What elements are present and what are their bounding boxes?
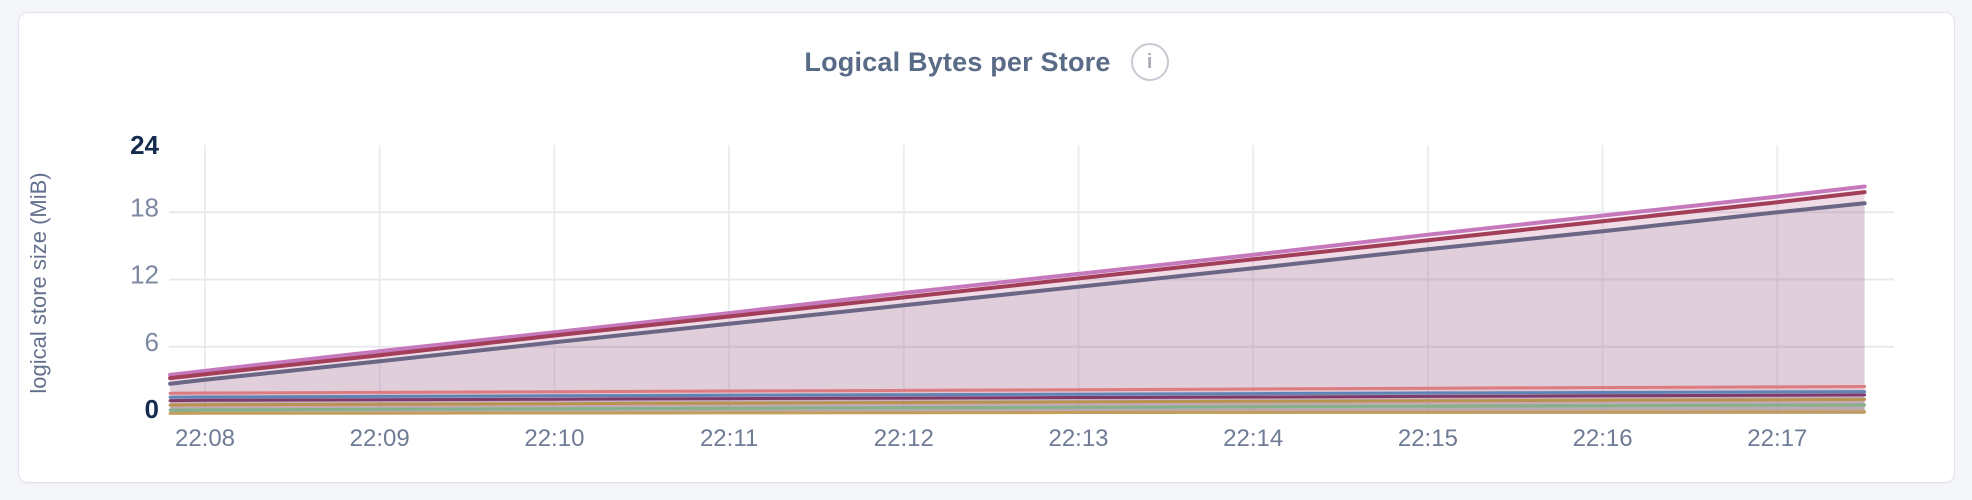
x-tick-label: 22:14 [1223, 425, 1283, 452]
x-tick-label: 22:09 [350, 425, 410, 452]
series-9-line [168, 410, 1867, 415]
x-tick-label: 22:13 [1048, 425, 1108, 452]
series-7-line [168, 397, 1867, 407]
y-tick-label: 0 [145, 394, 159, 424]
series-4-line [168, 385, 1867, 395]
chart-card: Logical Bytes per Store i logical store … [18, 12, 1955, 483]
chart-hover-area[interactable] [169, 145, 1894, 414]
x-tick-label: 22:15 [1398, 425, 1458, 452]
y-tick-label: 24 [130, 130, 159, 160]
y-tick-label: 12 [130, 260, 159, 290]
series-5-line [168, 390, 1867, 399]
y-tick-label: 6 [145, 327, 159, 357]
y-tick-label: 18 [130, 192, 159, 222]
series-1-line [168, 184, 1867, 377]
series-1-area [170, 186, 1865, 414]
info-icon[interactable]: i [1130, 43, 1169, 81]
x-tick-label: 22:12 [874, 425, 934, 452]
chart-header: Logical Bytes per Store i [19, 43, 1954, 81]
x-tick-label: 22:16 [1573, 425, 1633, 452]
chart-plot: 0 6 12 18 24 22:08 22:09 22:10 22:11 22:12 22:13 22… [130, 130, 1894, 452]
series-8-line [168, 403, 1867, 412]
series-6-line [168, 393, 1867, 403]
x-tick-label: 22:11 [700, 425, 758, 452]
x-tick-label: 22:10 [524, 425, 584, 452]
series-3-line [168, 201, 1867, 386]
x-tick-label: 22:08 [175, 425, 235, 452]
x-tick-label: 22:17 [1747, 425, 1807, 452]
chart-title: Logical Bytes per Store [804, 46, 1111, 77]
series-2-line [168, 190, 1867, 381]
series-3-area [170, 203, 1865, 414]
